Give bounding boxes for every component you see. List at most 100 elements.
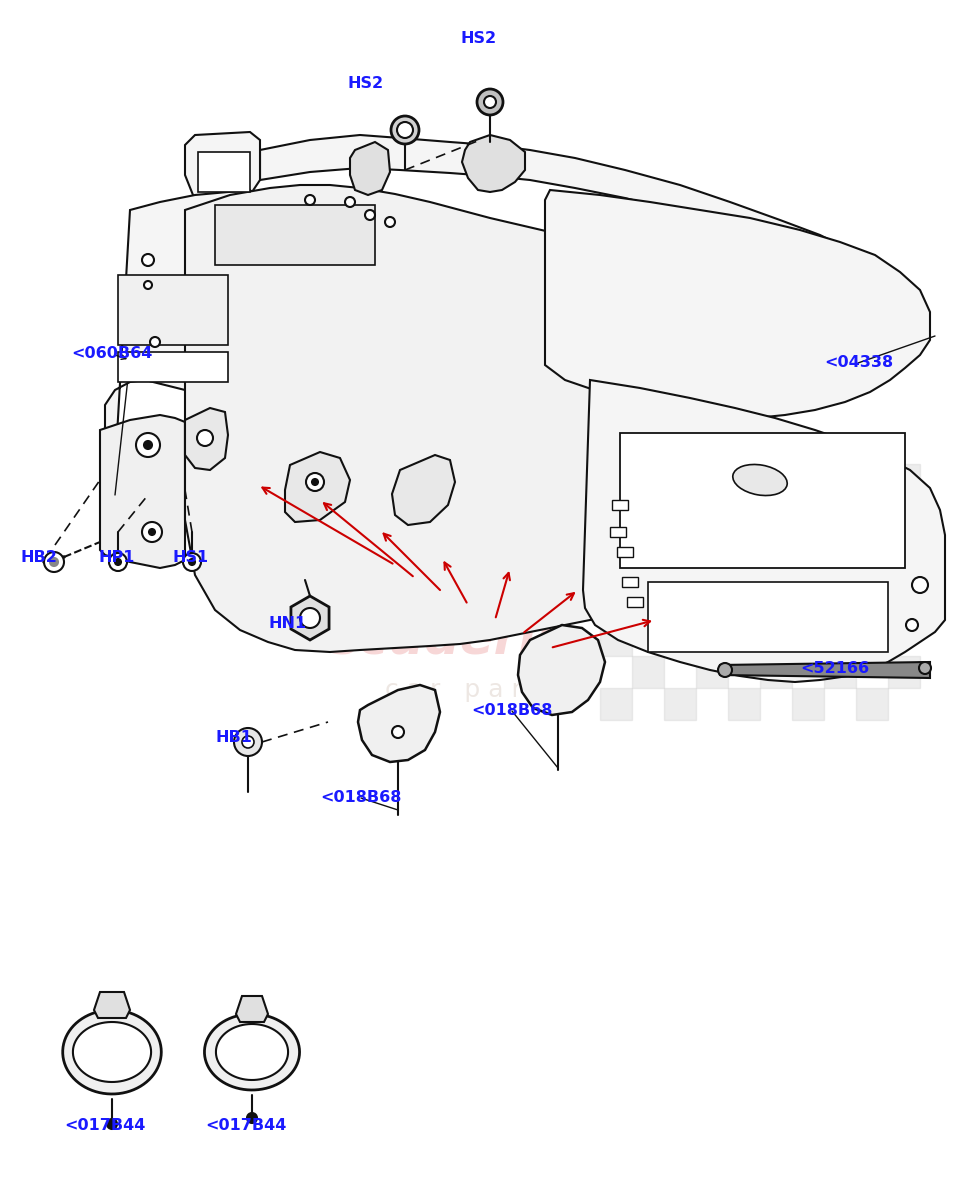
Bar (888, 464, 920, 496)
Text: HP1: HP1 (99, 551, 136, 565)
Polygon shape (545, 190, 930, 418)
Text: HB1: HB1 (216, 731, 253, 745)
Circle shape (300, 608, 320, 628)
Bar (215, 205, 375, 265)
Bar (664, 688, 696, 720)
Bar (760, 656, 792, 688)
Circle shape (183, 553, 201, 571)
Bar (600, 560, 632, 592)
Polygon shape (518, 625, 605, 715)
Polygon shape (62, 1010, 161, 1094)
Circle shape (144, 440, 152, 449)
Polygon shape (216, 1024, 288, 1080)
Bar (627, 596, 643, 607)
Bar (610, 527, 626, 538)
Text: HN1: HN1 (268, 617, 307, 631)
Circle shape (50, 558, 58, 566)
Polygon shape (260, 134, 895, 305)
Circle shape (144, 281, 152, 289)
Text: c a r   p a r t s: c a r p a r t s (385, 678, 561, 702)
Circle shape (142, 254, 154, 266)
Bar (632, 656, 664, 688)
Text: scuderia: scuderia (330, 616, 570, 664)
Polygon shape (105, 190, 260, 480)
Circle shape (397, 122, 413, 138)
Polygon shape (392, 455, 455, 526)
Polygon shape (358, 685, 440, 762)
Circle shape (234, 728, 262, 756)
Bar (824, 464, 856, 496)
Bar (760, 592, 792, 624)
Ellipse shape (733, 464, 788, 496)
Bar (824, 528, 856, 560)
Bar (696, 464, 728, 496)
Bar (760, 528, 792, 560)
Circle shape (136, 433, 160, 457)
Circle shape (312, 479, 318, 485)
Polygon shape (94, 992, 130, 1018)
Circle shape (484, 96, 496, 108)
Polygon shape (185, 408, 228, 470)
Text: <060B64: <060B64 (71, 347, 153, 361)
Circle shape (149, 529, 155, 535)
Bar (728, 688, 760, 720)
Circle shape (189, 559, 195, 565)
Bar (664, 624, 696, 656)
Bar (617, 547, 633, 557)
Bar (824, 656, 856, 688)
Bar (888, 592, 920, 624)
Circle shape (150, 337, 160, 347)
Circle shape (107, 1118, 117, 1129)
Bar (696, 592, 728, 624)
Circle shape (385, 217, 395, 227)
Text: HS2: HS2 (460, 31, 497, 46)
Bar (856, 560, 888, 592)
Bar (632, 592, 664, 624)
Polygon shape (720, 662, 930, 678)
Bar (824, 592, 856, 624)
Bar (632, 464, 664, 496)
Circle shape (391, 116, 419, 144)
Text: <018B68: <018B68 (320, 791, 402, 805)
Polygon shape (100, 415, 185, 568)
Bar (728, 496, 760, 528)
Circle shape (392, 726, 404, 738)
Bar (600, 624, 632, 656)
Circle shape (306, 473, 324, 491)
Circle shape (197, 430, 213, 446)
Circle shape (365, 210, 375, 220)
Polygon shape (73, 1022, 151, 1082)
Bar (600, 688, 632, 720)
Bar (118, 352, 228, 382)
Polygon shape (583, 380, 945, 682)
Bar (856, 624, 888, 656)
Bar (792, 560, 824, 592)
Bar (728, 624, 760, 656)
Bar (198, 152, 250, 192)
Bar (760, 464, 792, 496)
Circle shape (109, 553, 127, 571)
Polygon shape (205, 1014, 300, 1090)
Bar (600, 496, 632, 528)
Bar (612, 500, 628, 510)
Circle shape (142, 522, 162, 542)
Text: HB2: HB2 (20, 551, 58, 565)
Bar (888, 656, 920, 688)
Text: HS1: HS1 (172, 551, 209, 565)
Circle shape (115, 559, 121, 565)
Bar (664, 560, 696, 592)
Bar (648, 582, 888, 652)
Polygon shape (185, 185, 730, 652)
Bar (856, 496, 888, 528)
Text: <52166: <52166 (800, 661, 869, 676)
Bar (118, 275, 228, 346)
Polygon shape (236, 996, 268, 1022)
Polygon shape (291, 596, 329, 640)
Bar (856, 688, 888, 720)
Text: <017B44: <017B44 (205, 1118, 287, 1133)
Polygon shape (285, 452, 350, 522)
Bar (622, 577, 638, 587)
Text: <017B44: <017B44 (64, 1118, 146, 1133)
Bar (620, 433, 905, 568)
Bar (632, 528, 664, 560)
